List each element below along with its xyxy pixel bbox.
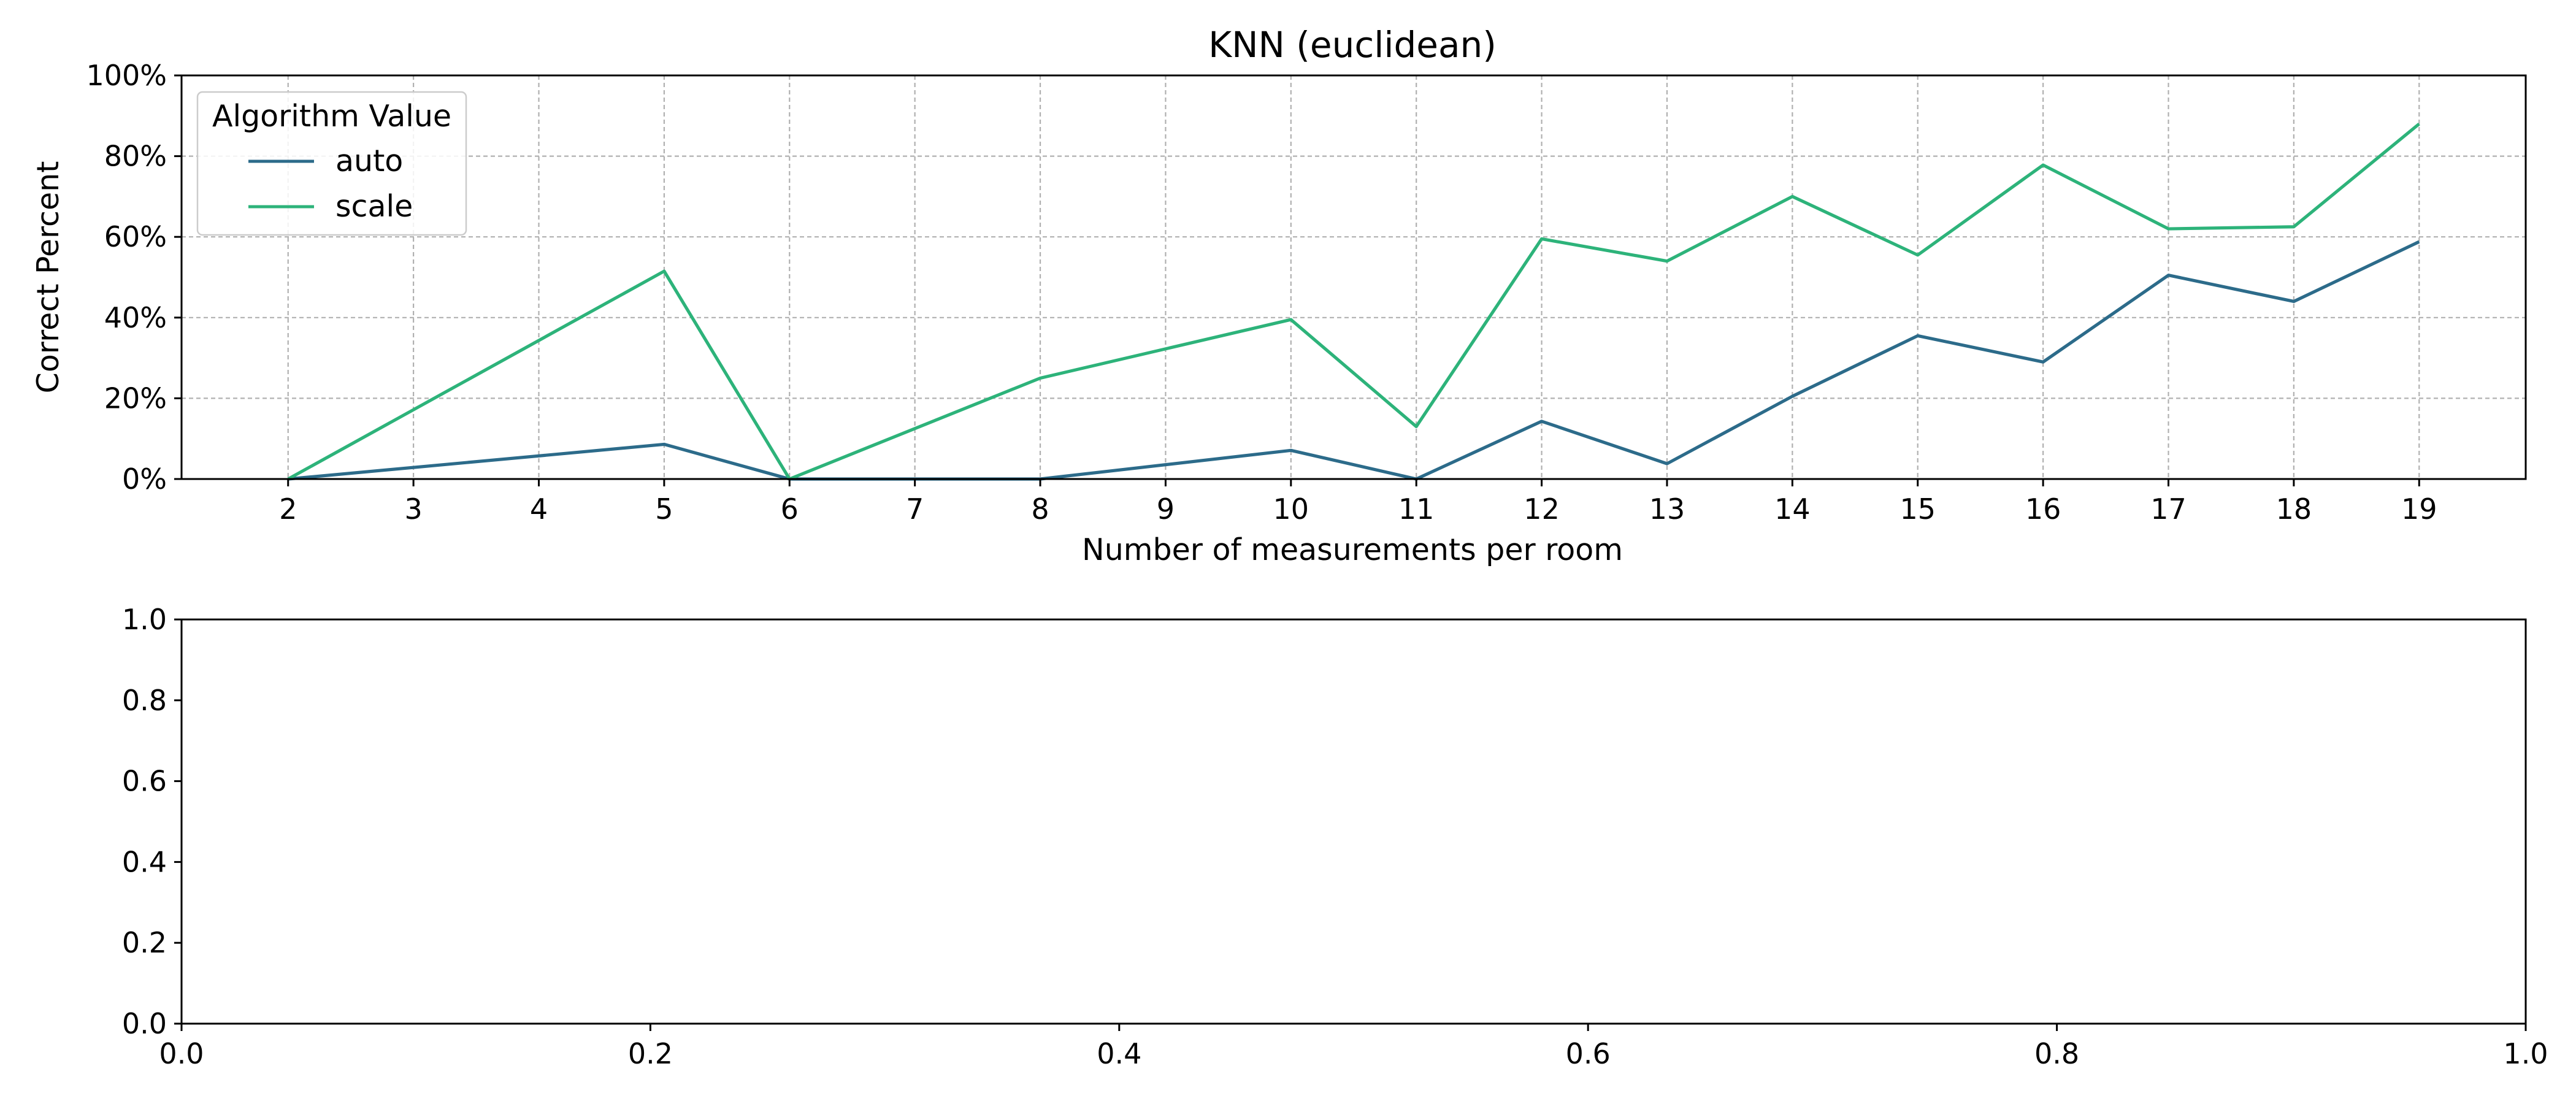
x-tick-label: 10 (1273, 493, 1309, 526)
bottom-x-tick-label: 0.0 (159, 1037, 204, 1070)
bottom-y-tick-label: 0.8 (122, 684, 167, 717)
x-tick-label: 15 (1899, 493, 1936, 526)
x-tick-label: 5 (655, 493, 673, 526)
legend-label-scale: scale (335, 189, 413, 224)
top-axis-ticks: 2 3 4 5 6 7 8 9 10 11 12 13 14 15 16 17 18 19 0% 20% 40% 60% 8… (86, 59, 2437, 526)
y-tick-label: 0% (122, 462, 167, 496)
bottom-x-tick-label: 0.4 (1097, 1037, 1141, 1070)
x-tick-label: 17 (2150, 493, 2187, 526)
legend-box (196, 91, 467, 236)
bottom-x-tick-label: 0.6 (1566, 1037, 1611, 1070)
top-plot: KNN (euclidean) 2 3 4 5 6 7 8 9 10 11 12 13 14 15 16 17… (31, 24, 2527, 567)
x-tick-label: 2 (279, 493, 297, 526)
series-line-auto (288, 240, 2420, 481)
legend-title: Algorithm Value (212, 99, 451, 134)
y-tick-label: 40% (104, 301, 167, 334)
bottom-y-tick-label: 0.2 (122, 926, 167, 959)
x-tick-label: 3 (404, 493, 422, 526)
x-tick-label: 11 (1398, 493, 1435, 526)
legend-label-auto: auto (335, 144, 403, 178)
x-tick-label: 8 (1031, 493, 1049, 526)
bottom-y-tick-label: 0.4 (122, 845, 167, 878)
x-tick-label: 13 (1649, 493, 1685, 526)
y-tick-label: 80% (104, 140, 167, 173)
x-tick-label: 9 (1157, 493, 1175, 526)
y-tick-label: 100% (86, 59, 167, 92)
x-tick-label: 12 (1524, 493, 1560, 526)
bottom-y-tick-label: 1.0 (122, 603, 167, 636)
bottom-plot: 0.0 0.2 0.4 0.6 0.8 1.0 0.0 0.2 0.4 0.6 0.8 1.0 (122, 603, 2548, 1070)
y-tick-label: 60% (104, 220, 167, 253)
x-tick-label: 18 (2276, 493, 2312, 526)
x-tick-label: 7 (906, 493, 924, 526)
top-plot-frame (180, 74, 2527, 480)
x-tick-label: 14 (1774, 493, 1811, 526)
bottom-axis-ticks: 0.0 0.2 0.4 0.6 0.8 1.0 0.0 0.2 0.4 0.6 0.8 1.0 (122, 603, 2548, 1070)
bottom-y-tick-label: 0.0 (122, 1007, 167, 1040)
x-tick-label: 19 (2401, 493, 2437, 526)
bottom-x-tick-label: 0.8 (2034, 1037, 2079, 1070)
chart-title: KNN (euclidean) (1208, 24, 1497, 66)
bottom-y-tick-label: 0.6 (122, 765, 167, 798)
top-series-lines (287, 122, 2420, 481)
bottom-x-tick-label: 1.0 (2503, 1037, 2548, 1070)
bottom-plot-frame (180, 618, 2527, 1025)
y-tick-label: 20% (104, 381, 167, 415)
x-tick-label: 6 (781, 493, 799, 526)
x-tick-label: 4 (530, 493, 548, 526)
top-y-axis-label: Correct Percent (31, 161, 66, 394)
legend: Algorithm Value auto scale (196, 91, 467, 236)
bottom-x-tick-label: 0.2 (628, 1037, 673, 1070)
top-x-axis-label: Number of measurements per room (1082, 532, 1623, 567)
series-line-scale (287, 122, 2420, 481)
x-tick-label: 16 (2025, 493, 2061, 526)
